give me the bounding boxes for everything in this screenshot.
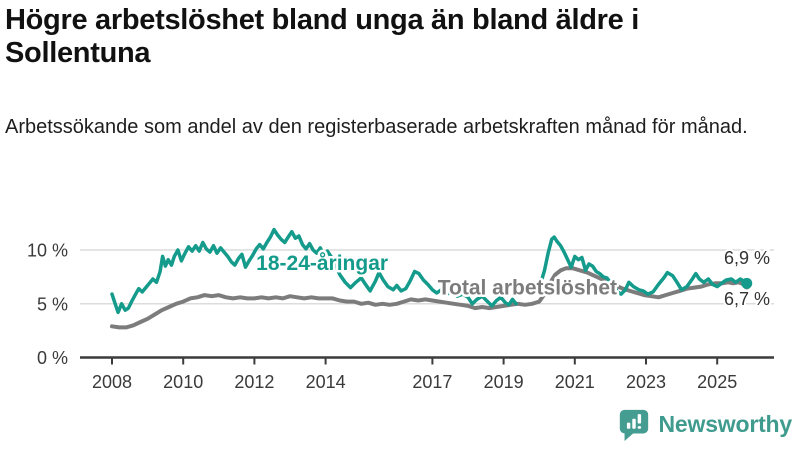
y-tick-label: 0 %	[37, 348, 68, 368]
series-label-0: 18-24-åringar	[256, 252, 388, 275]
x-tick-label: 2019	[484, 372, 524, 392]
newsworthy-icon	[619, 409, 648, 441]
x-tick-label: 2008	[92, 372, 132, 392]
x-tick-label: 2014	[306, 372, 346, 392]
series-line-0	[110, 227, 518, 315]
y-tick-label: 5 %	[37, 294, 68, 314]
x-tick-label: 2017	[412, 372, 452, 392]
x-tick-label: 2021	[555, 372, 595, 392]
series-end-value-0: 6,9 %	[724, 248, 770, 268]
page-title: Högre arbetslöshet bland unga än bland ä…	[5, 4, 639, 69]
series-end-dot-0	[741, 277, 753, 289]
series-end-value-1: 6,7 %	[724, 289, 770, 309]
x-tick-label: 2010	[163, 372, 203, 392]
x-tick-label: 2012	[234, 372, 274, 392]
chart-subtitle: Arbetssökande som andel av den registerb…	[5, 116, 748, 138]
x-tick-label: 2025	[697, 372, 737, 392]
newsworthy-wordmark: Newsworthy	[658, 410, 793, 437]
newsworthy-logo: Newsworthy	[617, 407, 792, 441]
series-line-0	[535, 235, 749, 296]
series-line-1	[110, 266, 749, 330]
series-label-1: Total arbetslöshet	[438, 277, 617, 300]
x-tick-label: 2023	[626, 372, 666, 392]
y-tick-label: 10 %	[27, 241, 68, 261]
